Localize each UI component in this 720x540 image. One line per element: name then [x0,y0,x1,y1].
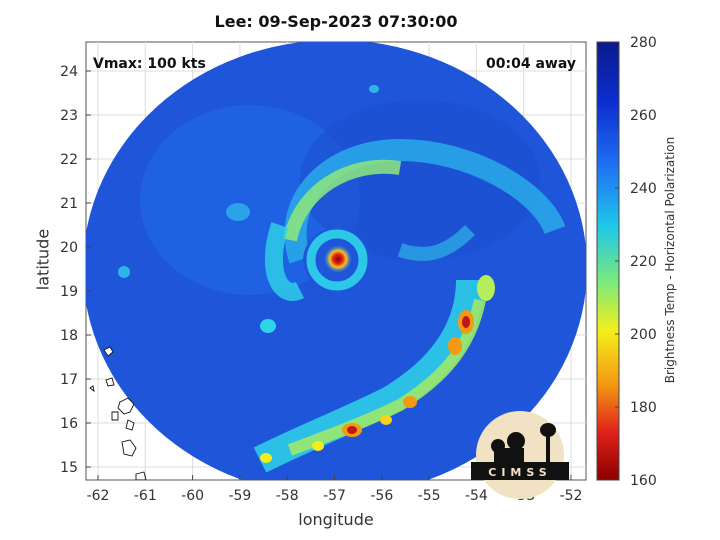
cimss-logo: CIMSS [471,411,569,499]
colorbar-label: Brightness Temp - Horizontal Polarizatio… [663,136,677,384]
colorbar-tick-label: 240 [630,181,657,197]
x-axis-label: longitude [298,510,374,529]
plot-title: Lee: 09-Sep-2023 07:30:00 [214,12,458,31]
x-tick-label: -54 [465,488,488,504]
vmax-annotation: Vmax: 100 kts [93,56,206,72]
x-tick-label: -60 [181,488,204,504]
x-tick-label: -55 [418,488,441,504]
colorbar-tick-label: 160 [630,473,657,489]
x-tick-label: -52 [560,488,583,504]
y-tick-label: 17 [60,372,78,388]
y-tick-label: 15 [60,460,78,476]
x-tick-label: -56 [370,488,393,504]
y-tick-label: 19 [60,284,78,300]
y-tick-label: 22 [60,152,78,168]
x-tick-label: -61 [134,488,157,504]
colorbar-tick-label: 200 [630,327,657,343]
y-tick-label: 21 [60,196,78,212]
x-tick-label: -57 [323,488,346,504]
microwave-swath [86,42,586,480]
y-tick-label: 23 [60,108,78,124]
colorbar-ticks: 280 260 240 220 200 180 160 [615,35,657,489]
coastline-islands [89,346,147,480]
x-tick-label: -58 [276,488,299,504]
colorbar-tick-label: 180 [630,400,657,416]
colorbar-tick-label: 260 [630,108,657,124]
y-axis-label: latitude [33,228,53,291]
cimss-logo-text: CIMSS [488,466,551,479]
colorbar-tick-label: 220 [630,254,657,270]
y-tick-label: 24 [60,64,78,80]
y-tick-label: 20 [60,240,78,256]
y-tick-label: 18 [60,328,78,344]
time-away-annotation: 00:04 away [486,56,576,72]
y-tick-label: 16 [60,416,78,432]
x-tick-label: -62 [87,488,110,504]
colorbar-tick-label: 280 [630,35,657,51]
y-axis-ticks: 24 23 22 21 20 19 18 17 16 15 [60,64,91,476]
x-tick-label: -59 [228,488,251,504]
